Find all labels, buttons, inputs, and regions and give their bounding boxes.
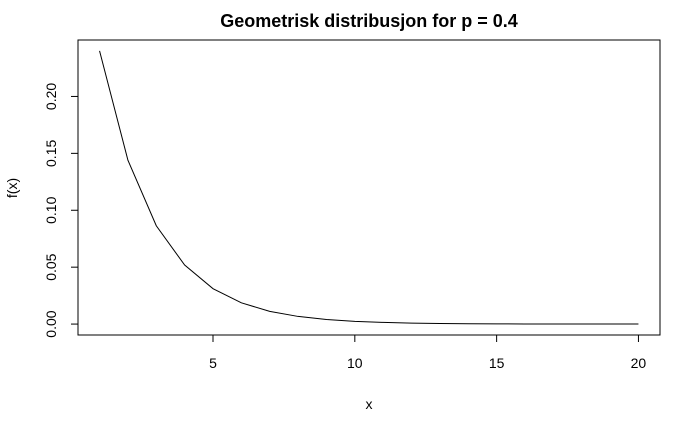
chart-title: Geometrisk distribusjon for p = 0.4 <box>220 11 518 31</box>
x-tick-label: 5 <box>209 355 217 371</box>
y-tick-label: 0.05 <box>43 253 59 280</box>
y-axis-label: f(x) <box>4 178 20 198</box>
x-tick-label: 20 <box>631 355 647 371</box>
plot-frame <box>77 39 661 336</box>
y-tick-label: 0.00 <box>43 310 59 337</box>
y-tick-label: 0.20 <box>43 83 59 110</box>
y-axis: 0.00 0.05 0.10 0.15 0.20 <box>43 83 79 338</box>
x-axis-label: x <box>366 396 373 412</box>
y-tick-label: 0.15 <box>43 140 59 167</box>
x-tick-label: 15 <box>489 355 505 371</box>
x-tick-label: 10 <box>347 355 363 371</box>
y-tick-label: 0.10 <box>43 196 59 223</box>
x-axis: 5 10 15 20 <box>209 334 647 371</box>
series-layer <box>99 50 639 325</box>
series-line <box>99 50 639 325</box>
